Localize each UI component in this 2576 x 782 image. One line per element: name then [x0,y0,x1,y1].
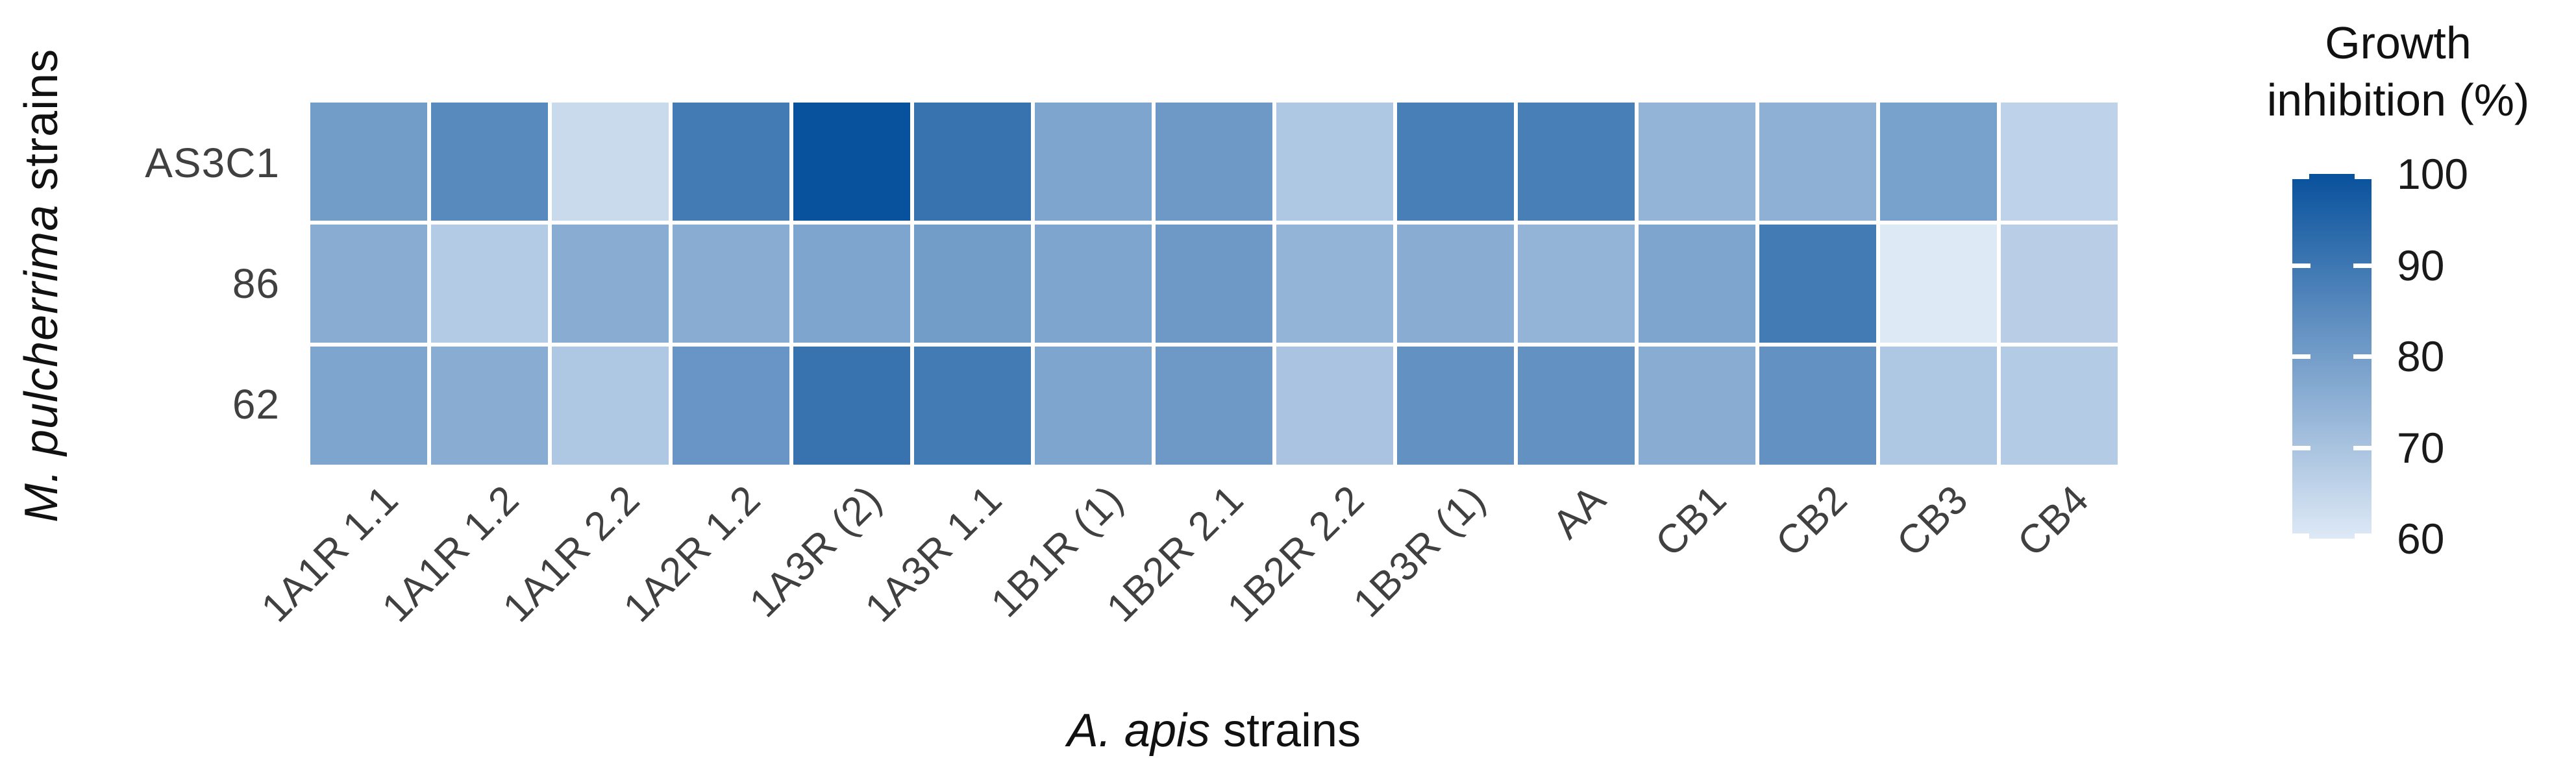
x-tick-label-text: CB4 [2009,476,2098,565]
heatmap-cell [1397,347,1514,465]
heatmap-cell [431,103,548,221]
heatmap-cell [431,347,548,465]
heatmap-cell [673,347,789,465]
x-tick-label-text: 1B3R (1) [1344,476,1494,626]
x-axis-title-rest: strains [1210,705,1361,757]
y-tick-labels: AS3C1 86 62 [97,103,295,465]
heatmap-cell [1759,347,1876,465]
legend-tick-label: 60 [2397,515,2445,563]
heatmap-cell [793,103,910,221]
x-tick-label-text: CB3 [1889,476,1977,565]
heatmap-cell [914,103,1031,221]
heatmap-cell [431,225,548,343]
x-tick-label-text: AA [1544,476,1615,548]
x-tick-label-text: CB2 [1768,476,1857,565]
legend-colorbar [2292,173,2372,539]
heatmap-cell [1639,103,1755,221]
heatmap-cell [1880,347,1997,465]
heatmap-cell [2001,347,2118,465]
heatmap-cell [1759,103,1876,221]
heatmap-cell [552,347,669,465]
legend-tick-label: 70 [2397,423,2445,472]
y-axis-title-species: M. pulcherrima [16,204,68,523]
heatmap-cell [310,347,427,465]
legend-title: Growth inhibition (%) [2220,14,2576,128]
heatmap-cell [1518,103,1635,221]
heatmap-cell [1880,103,1997,221]
heatmap-cell [1518,347,1635,465]
legend-tick-mark [2292,263,2310,268]
legend-tick-label: 100 [2397,150,2469,198]
heatmap-cell [1035,347,1152,465]
legend-tick-label: 90 [2397,241,2445,289]
legend-edge-tick-mark [2355,173,2372,179]
heatmap-cell [1276,225,1393,343]
legend-tick-label: 80 [2397,332,2445,380]
x-axis-title: A. apis strains [310,704,2118,757]
legend-title-line2: inhibition (%) [2266,75,2530,125]
y-axis-title-rest: strains [16,48,68,204]
legend-edge-tick-mark [2292,173,2309,179]
heatmap-cell [793,225,910,343]
y-tick-label: 86 [232,260,280,307]
legend-tick-mark [2353,445,2372,450]
heatmap-cell [2001,225,2118,343]
legend-edge-tick-mark [2292,533,2309,539]
heatmap-cell [1759,225,1876,343]
heatmap-cell [673,225,789,343]
x-tick-label-text: CB1 [1647,476,1736,565]
heatmap-cell [310,225,427,343]
heatmap-cell [1639,225,1755,343]
heatmap-cell [2001,103,2118,221]
heatmap-cell [914,225,1031,343]
heatmap-cell [1397,103,1514,221]
heatmap-cell [1156,225,1272,343]
x-axis-title-species: A. apis [1067,705,1211,757]
y-tick-label: 62 [232,381,280,428]
heatmap-cell [1518,225,1635,343]
heatmap-cell [1035,225,1152,343]
heatmap-cell [793,347,910,465]
legend-tick-mark [2292,445,2310,450]
heatmap-cell [914,347,1031,465]
heatmap-cell [1397,225,1514,343]
heatmap-cell [552,225,669,343]
heatmap-cell [1880,225,1997,343]
legend-tick-labels: 100 90 80 70 60 [2397,150,2566,563]
legend-tick-mark [2353,354,2372,359]
heatmap-cell [552,103,669,221]
legend-tick-mark [2292,354,2310,359]
legend-tick-mark [2353,263,2372,268]
heatmap-cell [1156,103,1272,221]
heatmap-cell [673,103,789,221]
heatmap-cell [1035,103,1152,221]
heatmap-grid [310,103,2118,465]
heatmap-cell [1156,347,1272,465]
heatmap-cell [1276,347,1393,465]
heatmap-cell [310,103,427,221]
legend-edge-tick-mark [2355,533,2372,539]
heatmap-cell [1276,103,1393,221]
y-tick-label: AS3C1 [145,140,280,186]
y-axis-title: M. pulcherrima strains [12,49,71,522]
legend-title-line1: Growth [2325,18,2471,68]
heatmap-cell [1639,347,1755,465]
